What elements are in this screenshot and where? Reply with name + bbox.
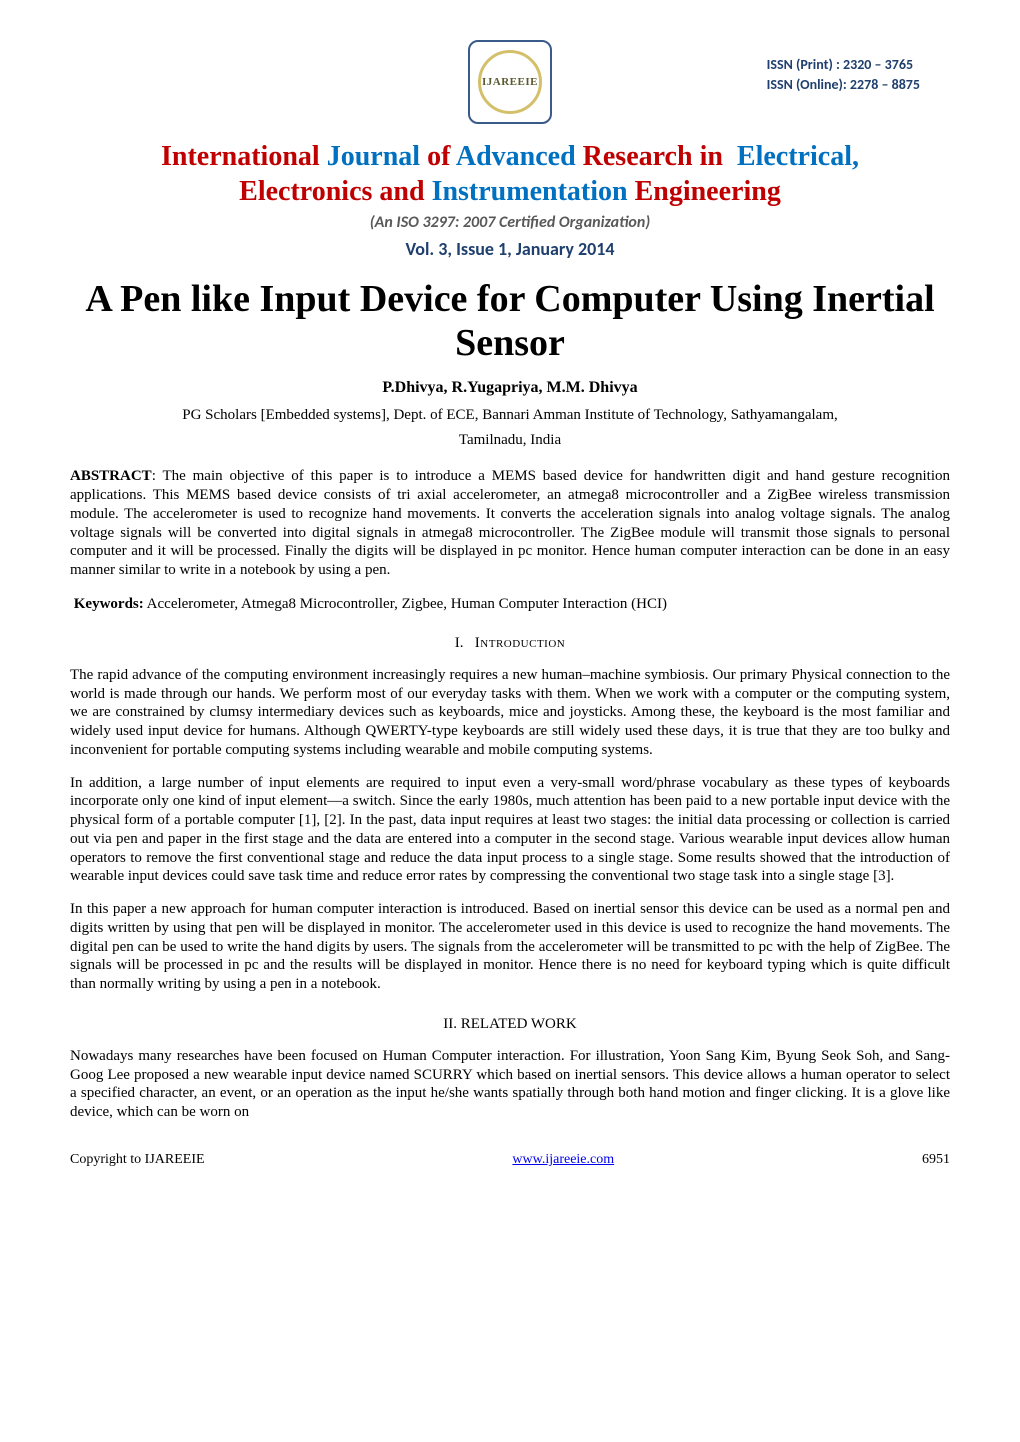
section-introduction: I. Introduction [70, 635, 950, 652]
document-page: ISSN (Print) : 2320 – 3765 ISSN (Online)… [0, 0, 1020, 1198]
section-name: RELATED WORK [461, 1016, 577, 1032]
jt-word: Research [583, 141, 693, 172]
jt-word: Electronics [239, 176, 372, 207]
jt-word: International [161, 141, 320, 172]
keywords-block: Keywords: Accelerometer, Atmega8 Microco… [70, 596, 950, 613]
page-footer: Copyright to IJAREEIE www.ijareeie.com 6… [70, 1152, 950, 1168]
jt-word: Electrical, [737, 141, 859, 172]
paragraph: The rapid advance of the computing envir… [70, 666, 950, 760]
paragraph: Nowadays many researches have been focus… [70, 1047, 950, 1122]
certification-line: (An ISO 3297: 2007 Certified Organizatio… [70, 213, 950, 232]
keywords-label: Keywords: [74, 596, 144, 612]
volume-issue: Vol. 3, Issue 1, January 2014 [70, 238, 950, 260]
section-related-work: II. RELATED WORK [70, 1016, 950, 1033]
abstract-label: ABSTRACT [70, 468, 152, 484]
footer-url[interactable]: www.ijareeie.com [512, 1152, 614, 1168]
jt-word: Journal [327, 141, 420, 172]
jt-word: Engineering [635, 176, 781, 207]
paragraph: In addition, a large number of input ele… [70, 774, 950, 887]
logo-box: IJAREEIE [468, 40, 552, 124]
logo-text: IJAREEIE [482, 76, 538, 88]
affiliation-line1: PG Scholars [Embedded systems], Dept. of… [70, 407, 950, 424]
abstract-text: : The main objective of this paper is to… [70, 468, 950, 578]
jt-word: of [427, 141, 450, 172]
jt-word: Advanced [456, 141, 576, 172]
section-number: II. [443, 1016, 457, 1032]
jt-word: and [379, 176, 424, 207]
footer-page-number: 6951 [922, 1152, 950, 1168]
paper-title: A Pen like Input Device for Computer Usi… [70, 278, 950, 365]
affiliation-line2: Tamilnadu, India [70, 432, 950, 449]
footer-copyright: Copyright to IJAREEIE [70, 1152, 205, 1168]
paper-authors: P.Dhivya, R.Yugapriya, M.M. Dhivya [70, 379, 950, 397]
issn-block: ISSN (Print) : 2320 – 3765 ISSN (Online)… [767, 55, 920, 94]
issn-online: ISSN (Online): 2278 – 8875 [767, 75, 920, 95]
section-number: I. [455, 635, 464, 651]
section-name: Introduction [475, 635, 565, 651]
journal-title: International Journal of Advanced Resear… [70, 139, 950, 209]
keywords-text: Accelerometer, Atmega8 Microcontroller, … [144, 596, 667, 612]
jt-word: in [700, 141, 723, 172]
abstract-block: ABSTRACT: The main objective of this pap… [70, 467, 950, 580]
issn-print: ISSN (Print) : 2320 – 3765 [767, 55, 920, 75]
jt-word: Instrumentation [432, 176, 628, 207]
paragraph: In this paper a new approach for human c… [70, 900, 950, 994]
